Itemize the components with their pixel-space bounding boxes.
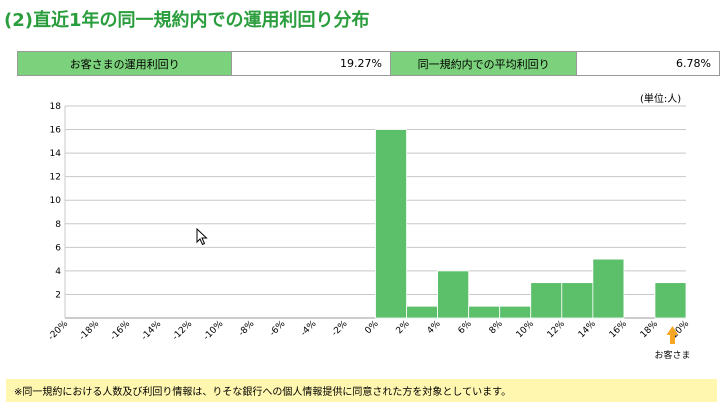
x-tick-label: -8% xyxy=(237,319,257,339)
x-tick-label: 8% xyxy=(488,319,505,336)
mouse-cursor-icon xyxy=(196,227,208,250)
histogram-bar xyxy=(406,305,438,319)
summary-table: お客さまの運用利回り 19.27% 同一規約内での平均利回り 6.78% xyxy=(17,51,720,76)
page-title: (2)直近1年の同一規約内での運用利回り分布 xyxy=(4,10,370,31)
unit-label: (単位:人) xyxy=(640,94,682,105)
customer-marker: お客さま xyxy=(654,326,690,361)
x-tick-label: 18% xyxy=(639,319,661,341)
y-tick-labels: 2 4 6 8 10 12 14 16 18 xyxy=(50,102,62,300)
x-tick-label: 12% xyxy=(546,319,568,341)
histogram-bar xyxy=(375,129,407,319)
x-tick-label: -14% xyxy=(140,319,164,343)
x-tick-label: 2% xyxy=(395,319,412,336)
histogram-bar xyxy=(437,270,470,319)
x-tick-label: -20% xyxy=(47,319,71,343)
y-tick-label: 10 xyxy=(50,196,62,206)
x-tick-label: -10% xyxy=(202,319,226,343)
x-tick-label: -6% xyxy=(268,319,288,339)
histogram-bar xyxy=(592,258,625,319)
x-tick-label: -12% xyxy=(171,319,195,343)
x-tick-label: 4% xyxy=(426,319,443,336)
x-tick-label: -4% xyxy=(299,319,319,339)
your-return-label: お客さまの運用利回り xyxy=(18,52,233,75)
y-tick-label: 12 xyxy=(50,173,61,183)
y-tick-label: 2 xyxy=(55,290,61,300)
x-tick-labels: -20% -18% -16% -14% -12% -10% -8% -6% -4% -2% 0% 2%… xyxy=(47,319,692,343)
x-tick-label: 10% xyxy=(515,319,537,341)
average-return-value: 6.78% xyxy=(577,52,719,75)
x-tick-label: 0% xyxy=(363,319,380,336)
y-tick-label: 8 xyxy=(55,220,61,230)
x-tick-label: -16% xyxy=(109,319,133,343)
histogram-bar xyxy=(654,282,687,319)
x-tick-label: 16% xyxy=(608,319,630,341)
y-tick-label: 14 xyxy=(50,149,62,159)
x-tick-label: 6% xyxy=(457,319,474,336)
y-tick-label: 6 xyxy=(55,243,61,253)
your-return-value: 19.27% xyxy=(232,52,391,75)
up-arrow-icon xyxy=(666,326,679,344)
x-tick-label: 14% xyxy=(577,319,599,341)
y-tick-label: 16 xyxy=(50,126,62,136)
histogram-bar xyxy=(468,305,501,319)
y-tick-label: 18 xyxy=(50,102,62,112)
x-tick-label: -18% xyxy=(78,319,102,343)
histogram-bar xyxy=(499,305,532,319)
y-tick-label: 4 xyxy=(55,267,61,277)
average-return-label: 同一規約内での平均利回り xyxy=(390,52,578,75)
histogram-bar xyxy=(561,282,594,319)
histogram-bar xyxy=(530,282,563,319)
customer-marker-label: お客さま xyxy=(654,349,690,361)
x-tick-label: -2% xyxy=(330,319,350,339)
footnote: ※同一規約における人数及び利回り情報は、りそな銀行への個人情報提供に同意された方… xyxy=(6,379,717,402)
bars xyxy=(375,129,687,319)
